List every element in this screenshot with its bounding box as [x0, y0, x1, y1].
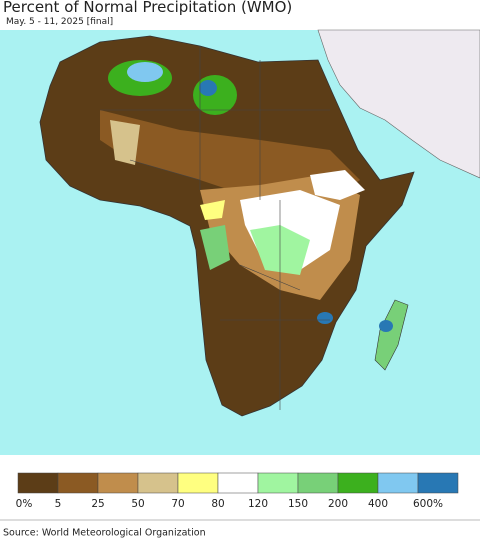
- legend-swatch: [17, 472, 59, 494]
- legend-label: 600%: [413, 498, 443, 510]
- legend-swatch: [417, 472, 459, 494]
- title: Percent of Normal Precipitation (WMO): [3, 0, 292, 16]
- legend: 0% 5 25 50 70 80 120 150 200 400 600%: [16, 472, 459, 510]
- legend-label: 150: [288, 498, 308, 510]
- wet-area: [379, 320, 393, 332]
- legend-swatch: [137, 472, 179, 494]
- dry-area: [200, 200, 225, 220]
- wet-area: [193, 75, 237, 115]
- legend-label: 80: [211, 498, 224, 510]
- legend-label: 120: [248, 498, 268, 510]
- legend-label: 70: [171, 498, 184, 510]
- legend-swatch: [217, 472, 259, 494]
- wet-area: [200, 225, 230, 270]
- legend-swatch: [257, 472, 299, 494]
- legend-swatch: [377, 472, 419, 494]
- wet-area: [127, 62, 163, 82]
- legend-swatch: [57, 472, 99, 494]
- legend-label: 50: [131, 498, 144, 510]
- legend-swatch: [177, 472, 219, 494]
- legend-swatch: [297, 472, 339, 494]
- sahel-region: [100, 110, 360, 200]
- map: [0, 29, 480, 455]
- east-normal: [310, 170, 365, 200]
- wet-area: [199, 80, 217, 96]
- source: Source: World Meteorological Organizatio…: [3, 528, 206, 539]
- legend-label: 200: [328, 498, 348, 510]
- borders: [100, 46, 330, 410]
- dry-area: [110, 120, 140, 165]
- legend-swatch: [97, 472, 139, 494]
- legend-label: 5: [55, 498, 62, 510]
- madagascar: [374, 299, 409, 371]
- subtitle: May. 5 - 11, 2025 [final]: [6, 17, 113, 27]
- middle-east: [317, 29, 480, 179]
- legend-label: 25: [91, 498, 104, 510]
- legend-label: 400: [368, 498, 388, 510]
- legend-swatch: [337, 472, 379, 494]
- wet-area: [317, 312, 333, 324]
- legend-label: 0%: [16, 498, 33, 510]
